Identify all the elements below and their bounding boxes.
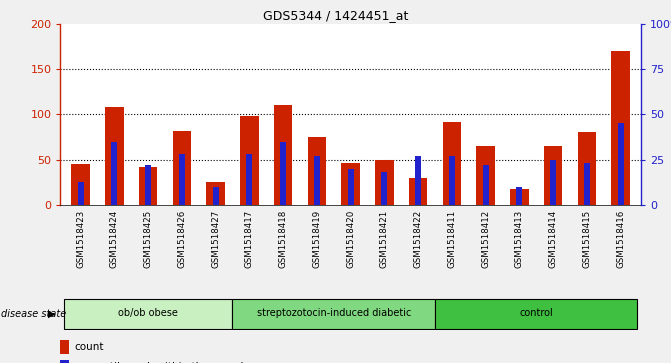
Bar — [482, 165, 488, 205]
Text: streptozotocin-induced diabetic: streptozotocin-induced diabetic — [256, 308, 411, 318]
Bar — [179, 154, 185, 205]
Text: control: control — [519, 308, 553, 318]
Bar — [78, 182, 84, 205]
Text: GSM1518413: GSM1518413 — [515, 210, 524, 268]
Bar — [342, 163, 360, 205]
Text: GSM1518414: GSM1518414 — [549, 210, 558, 268]
Bar — [611, 51, 630, 205]
Text: GSM1518427: GSM1518427 — [211, 210, 220, 268]
Bar — [578, 132, 596, 205]
Bar — [60, 360, 69, 363]
Text: GSM1518417: GSM1518417 — [245, 210, 254, 268]
Bar — [172, 131, 191, 205]
Text: GSM1518421: GSM1518421 — [380, 210, 389, 268]
Bar — [139, 167, 158, 205]
Bar — [375, 160, 394, 205]
Bar — [71, 164, 90, 205]
Bar — [111, 142, 117, 205]
Text: disease state: disease state — [1, 309, 66, 319]
Bar — [449, 156, 455, 205]
Text: count: count — [74, 342, 104, 352]
Bar — [516, 187, 522, 205]
Bar — [415, 156, 421, 205]
Text: ob/ob obese: ob/ob obese — [118, 308, 178, 318]
Text: GSM1518411: GSM1518411 — [448, 210, 456, 268]
Bar — [435, 299, 637, 329]
Bar — [60, 340, 69, 354]
Text: GSM1518415: GSM1518415 — [582, 210, 591, 268]
Bar — [307, 137, 326, 205]
Text: GSM1518412: GSM1518412 — [481, 210, 490, 268]
Text: ▶: ▶ — [48, 309, 56, 319]
Bar — [584, 163, 590, 205]
Bar — [550, 160, 556, 205]
Bar — [381, 172, 387, 205]
Bar — [409, 178, 427, 205]
Bar — [314, 156, 320, 205]
Text: GSM1518418: GSM1518418 — [278, 210, 288, 268]
Text: GSM1518425: GSM1518425 — [144, 210, 152, 268]
Text: GSM1518419: GSM1518419 — [313, 210, 321, 268]
Bar — [64, 299, 232, 329]
Text: GSM1518426: GSM1518426 — [177, 210, 187, 268]
Bar — [246, 154, 252, 205]
Bar — [544, 146, 562, 205]
Bar — [510, 189, 529, 205]
Bar — [145, 165, 151, 205]
Text: percentile rank within the sample: percentile rank within the sample — [74, 362, 250, 363]
Bar — [232, 299, 435, 329]
Bar — [443, 122, 461, 205]
Text: GSM1518424: GSM1518424 — [110, 210, 119, 268]
Bar — [280, 142, 286, 205]
Bar — [274, 105, 293, 205]
Bar — [348, 169, 354, 205]
Text: GSM1518422: GSM1518422 — [413, 210, 423, 268]
Text: GSM1518420: GSM1518420 — [346, 210, 355, 268]
Bar — [207, 182, 225, 205]
Bar — [476, 146, 495, 205]
Text: GDS5344 / 1424451_at: GDS5344 / 1424451_at — [263, 9, 408, 22]
Bar — [213, 187, 219, 205]
Bar — [240, 116, 258, 205]
Bar — [105, 107, 123, 205]
Text: GSM1518416: GSM1518416 — [616, 210, 625, 268]
Bar — [617, 123, 623, 205]
Text: GSM1518423: GSM1518423 — [76, 210, 85, 268]
